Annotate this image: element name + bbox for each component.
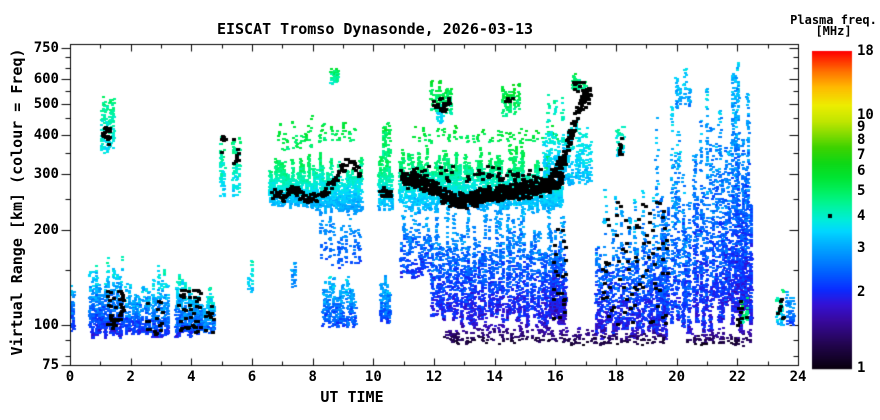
x-axis-label: UT TIME xyxy=(320,388,384,406)
y-tick-label: 600 xyxy=(33,70,59,87)
colorbar-tick-label: 3 xyxy=(857,239,866,256)
y-tick-label: 75 xyxy=(42,357,59,373)
x-tick-label: 0 xyxy=(65,369,75,385)
x-tick-label: 22 xyxy=(728,369,746,385)
y-tick-label: 200 xyxy=(33,221,59,238)
y-tick-label: 100 xyxy=(33,317,59,334)
colorbar-title: Plasma freq. [MHz] xyxy=(787,13,880,38)
colorbar-tick-label: 1 xyxy=(857,360,866,376)
colorbar-tick-label: 10 xyxy=(857,107,874,124)
y-tick-label: 300 xyxy=(33,166,59,183)
colorbar-tick-label: 9 xyxy=(857,119,866,136)
colorbar-tick-label: 4 xyxy=(857,207,866,224)
x-tick-label: 10 xyxy=(364,369,382,385)
x-tick-label: 4 xyxy=(187,369,196,385)
colorbar-tick-label: 8 xyxy=(857,131,866,148)
colorbar-tick-label: 7 xyxy=(857,146,866,163)
x-tick-label: 8 xyxy=(308,369,317,385)
colorbar-tick-label: 2 xyxy=(857,283,866,300)
y-tick-label: 500 xyxy=(33,95,59,112)
x-tick-label: 18 xyxy=(607,369,625,385)
x-tick-label: 14 xyxy=(486,369,504,385)
y-axis-label: Virtual Range [km] (colour = Freq) xyxy=(8,48,26,356)
x-tick-label: 2 xyxy=(126,369,135,385)
plot-title: EISCAT Tromso Dynasonde, 2026-03-13 xyxy=(216,20,534,38)
colorbar-title-line1: Plasma freq. xyxy=(790,13,877,27)
colorbar-title-line2: [MHz] xyxy=(815,24,852,38)
x-tick-label: 12 xyxy=(425,369,443,385)
x-tick-label: 20 xyxy=(668,369,686,385)
x-tick-label: 6 xyxy=(247,369,257,385)
colorbar-tick-label: 5 xyxy=(857,183,866,200)
colorbar-tick-label: 18 xyxy=(857,43,874,59)
y-tick-label: 400 xyxy=(33,126,59,143)
x-tick-label: 16 xyxy=(546,369,564,385)
x-tick-label: 24 xyxy=(789,369,807,385)
y-tick-label: 750 xyxy=(33,40,59,56)
colorbar-tick-label: 6 xyxy=(857,163,866,180)
